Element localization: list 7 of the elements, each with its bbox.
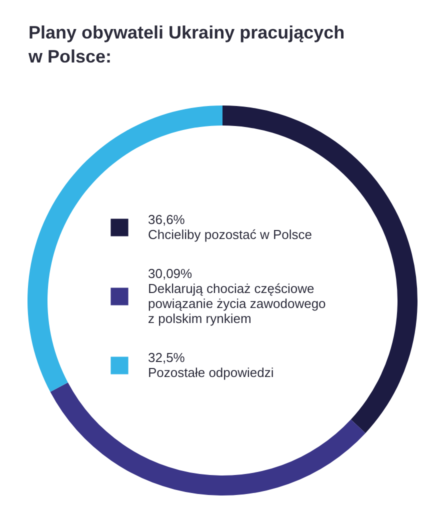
legend-label: Deklarują chociaż częściowe powiązanie życia zawodowego z polskim rynkiem	[148, 281, 326, 326]
data-label: 36,6%	[148, 212, 185, 227]
data-label: 30,09%	[148, 266, 192, 281]
data-label: 32,5%	[148, 350, 185, 365]
legend-label: Pozostałe odpowiedzi	[148, 365, 274, 380]
chart-title: Plany obywateli Ukrainy pracujących w Polsce:	[28, 22, 345, 66]
legend-label: Chcieliby pozostać w Polsce	[148, 227, 312, 242]
